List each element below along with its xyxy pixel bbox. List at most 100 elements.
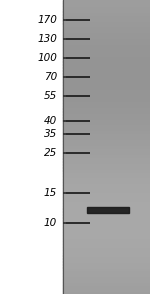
Bar	[63, 206, 150, 209]
Bar	[63, 238, 150, 241]
Bar	[63, 161, 150, 165]
Bar	[63, 29, 150, 32]
Bar	[63, 188, 150, 191]
Bar	[63, 14, 150, 18]
Bar	[63, 41, 150, 44]
Bar	[63, 291, 150, 294]
Text: 10: 10	[44, 218, 57, 228]
Bar	[87, 207, 129, 213]
Bar	[63, 114, 150, 118]
Text: 100: 100	[37, 53, 57, 63]
Bar	[63, 9, 150, 12]
Bar	[63, 250, 150, 253]
Bar	[63, 144, 150, 147]
Bar	[63, 17, 150, 21]
Bar	[63, 211, 150, 215]
Text: 170: 170	[37, 15, 57, 25]
Bar	[63, 94, 150, 97]
Bar	[63, 197, 150, 200]
Bar	[63, 50, 150, 53]
Bar	[63, 185, 150, 188]
Bar	[63, 167, 150, 171]
Bar	[63, 6, 150, 9]
Bar	[63, 176, 150, 179]
Bar	[63, 217, 150, 220]
Text: 70: 70	[44, 72, 57, 82]
Bar	[63, 79, 150, 82]
Bar	[63, 258, 150, 262]
Bar	[63, 76, 150, 79]
Bar	[63, 191, 150, 194]
Bar	[63, 35, 150, 38]
Bar	[63, 85, 150, 88]
Bar	[63, 267, 150, 270]
Bar	[63, 108, 150, 112]
Bar	[63, 44, 150, 47]
Bar	[63, 120, 150, 123]
Bar	[63, 279, 150, 282]
Bar	[63, 153, 150, 156]
Bar	[63, 61, 150, 65]
Bar	[63, 158, 150, 162]
Text: 55: 55	[44, 91, 57, 101]
Bar	[63, 273, 150, 276]
Bar	[63, 203, 150, 206]
Bar	[63, 179, 150, 182]
Bar	[63, 11, 150, 15]
Bar	[63, 126, 150, 129]
Bar	[63, 182, 150, 185]
Bar	[63, 147, 150, 150]
Bar	[63, 214, 150, 218]
Bar	[63, 223, 150, 226]
Bar	[63, 32, 150, 35]
Bar	[63, 253, 150, 256]
Text: 35: 35	[44, 129, 57, 139]
Bar	[63, 59, 150, 62]
Bar	[63, 70, 150, 74]
Bar	[63, 91, 150, 94]
Bar	[63, 73, 150, 76]
Bar	[63, 3, 150, 6]
Bar	[63, 276, 150, 279]
Bar	[63, 229, 150, 232]
Bar	[63, 156, 150, 159]
Bar	[63, 170, 150, 173]
Bar	[63, 285, 150, 288]
Bar	[63, 270, 150, 273]
Bar	[63, 64, 150, 68]
Bar	[63, 117, 150, 121]
Bar	[63, 123, 150, 126]
Bar	[63, 150, 150, 153]
Bar	[63, 0, 150, 294]
Text: 15: 15	[44, 188, 57, 198]
Bar	[63, 194, 150, 197]
Bar	[63, 288, 150, 291]
Bar	[63, 56, 150, 59]
Text: 40: 40	[44, 116, 57, 126]
Bar	[63, 103, 150, 106]
Bar	[63, 200, 150, 203]
Bar	[63, 26, 150, 29]
Bar	[63, 0, 150, 3]
Bar	[63, 100, 150, 103]
Bar	[63, 232, 150, 235]
Bar	[63, 38, 150, 41]
Bar	[63, 135, 150, 138]
Bar	[63, 138, 150, 141]
Bar	[63, 235, 150, 238]
Bar	[63, 111, 150, 115]
Text: 130: 130	[37, 34, 57, 44]
Bar	[63, 264, 150, 268]
Bar	[63, 20, 150, 24]
Bar	[63, 67, 150, 71]
Bar	[63, 141, 150, 144]
Bar	[63, 247, 150, 250]
Bar	[63, 23, 150, 26]
Bar	[63, 106, 150, 109]
Bar	[63, 255, 150, 259]
Bar	[63, 220, 150, 223]
Bar	[63, 132, 150, 135]
Bar	[63, 261, 150, 265]
Text: 25: 25	[44, 148, 57, 158]
Bar	[63, 47, 150, 50]
